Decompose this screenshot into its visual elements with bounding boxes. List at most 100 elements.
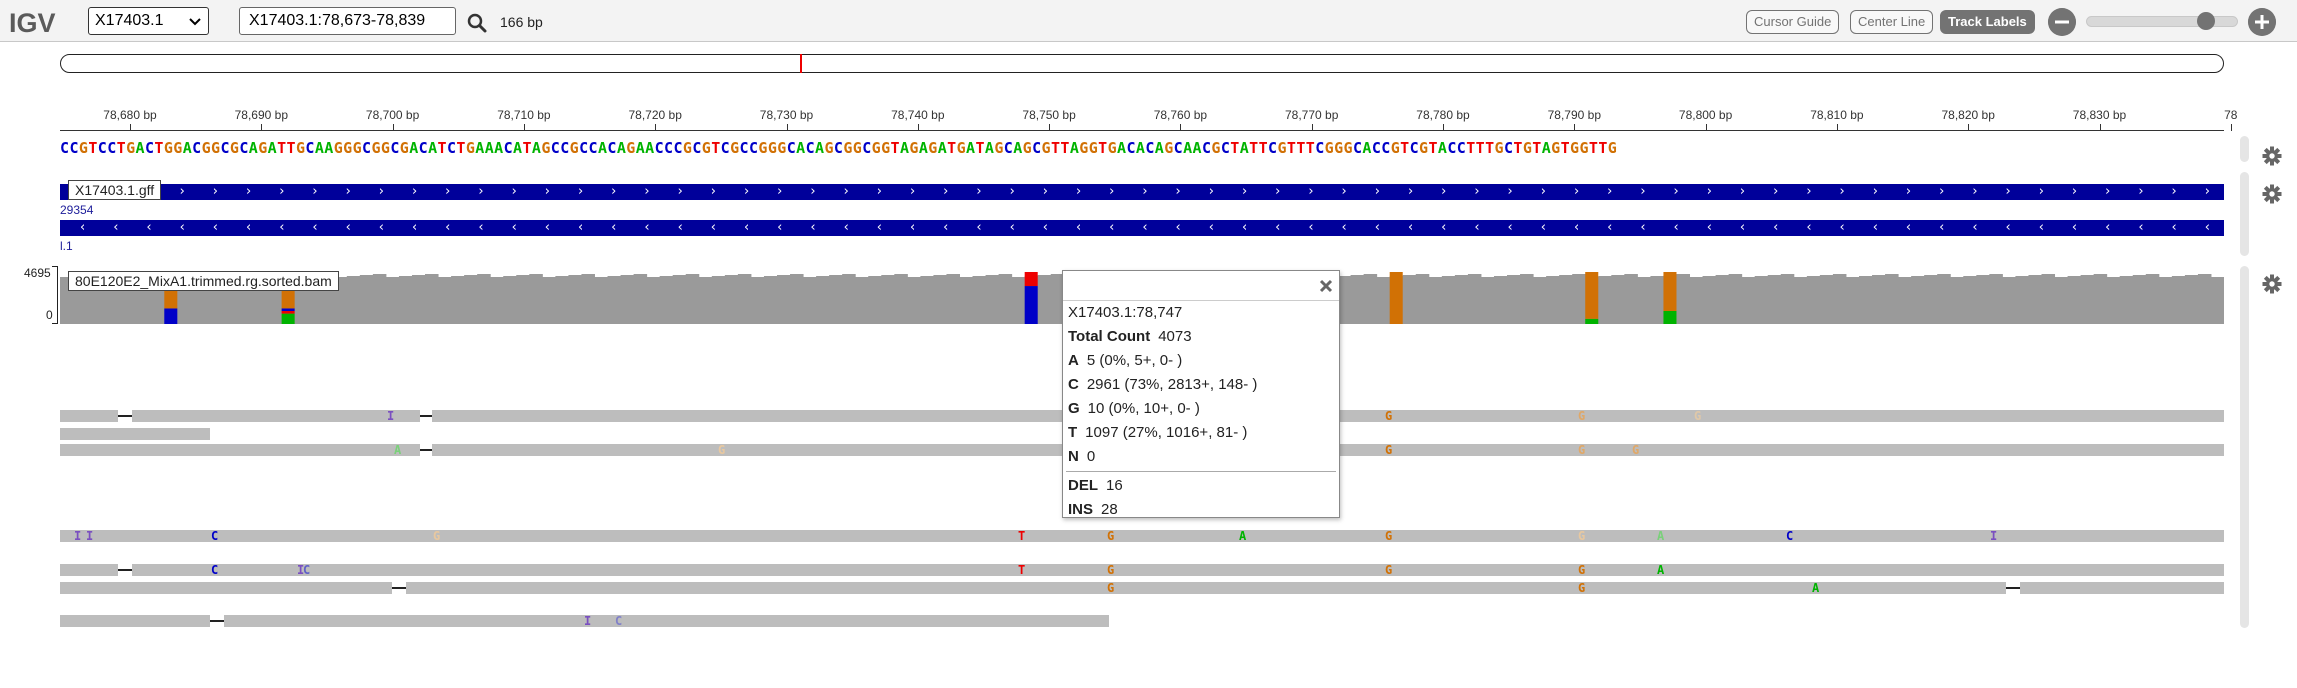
gear-icon[interactable] [2262, 146, 2282, 166]
coverage-bar[interactable] [920, 276, 934, 324]
coverage-mismatch-segment[interactable] [1389, 272, 1403, 324]
coverage-mismatch-segment[interactable] [1663, 311, 1677, 324]
sequence-track-handle[interactable] [2240, 136, 2249, 162]
read[interactable] [132, 410, 420, 422]
coverage-bar[interactable] [1689, 277, 1704, 324]
coverage-bar[interactable] [438, 277, 452, 324]
zoom-slider-thumb[interactable] [2197, 12, 2216, 30]
coverage-bar[interactable] [2002, 277, 2016, 324]
coverage-bar[interactable] [1715, 275, 1730, 324]
coverage-bar[interactable] [2080, 275, 2095, 324]
coverage-bar[interactable] [1637, 277, 1651, 324]
read[interactable] [60, 410, 118, 422]
gear-icon[interactable] [2262, 184, 2282, 204]
coverage-bar[interactable] [411, 275, 426, 324]
coverage-bar[interactable] [398, 276, 413, 324]
coverage-bar[interactable] [620, 275, 635, 324]
read[interactable] [60, 582, 392, 594]
gene-feature-reverse[interactable]: ‹‹‹‹‹‹‹‹‹‹‹‹‹‹‹‹‹‹‹‹‹‹‹‹‹‹‹‹‹‹‹‹‹‹‹‹‹‹‹‹… [60, 220, 2224, 236]
read[interactable] [60, 444, 420, 456]
coverage-bar[interactable] [2054, 277, 2069, 324]
coverage-bar[interactable] [1624, 274, 1638, 324]
coverage-bar[interactable] [2197, 274, 2212, 324]
coverage-bar[interactable] [2184, 275, 2199, 324]
coverage-bar[interactable] [385, 277, 400, 324]
coverage-bar[interactable] [1937, 274, 1951, 324]
bam-track-label[interactable]: 80E120E2_MixA1.trimmed.rg.sorted.bam [68, 271, 339, 291]
coverage-bar[interactable] [1741, 277, 1756, 324]
coverage-bar[interactable] [2119, 276, 2134, 324]
coverage-bar[interactable] [1337, 276, 1352, 324]
read[interactable] [60, 564, 118, 576]
coverage-bar[interactable] [816, 276, 830, 324]
coverage-bar[interactable] [1885, 274, 1899, 324]
gene-feature-forward[interactable]: ››››››››››››››››››››››››››››››››››››››››… [60, 184, 2224, 200]
coverage-bar[interactable] [1819, 275, 1834, 324]
coverage-bar[interactable] [1598, 276, 1612, 324]
coverage-bar[interactable] [1676, 274, 1691, 324]
coverage-bar[interactable] [1493, 276, 1508, 324]
read[interactable] [60, 615, 210, 627]
coverage-bar[interactable] [555, 276, 569, 324]
coverage-bar[interactable] [1480, 277, 1495, 324]
coverage-bar[interactable] [2093, 274, 2108, 324]
coverage-mismatch-segment[interactable] [1024, 272, 1038, 287]
coverage-bar[interactable] [790, 274, 804, 324]
genome-select[interactable]: X17403.1 [88, 7, 209, 35]
coverage-bar[interactable] [1963, 276, 1977, 324]
sequence-track[interactable]: CCGTCCTGACTGGACGGCGCAGATTGCAAGGGCGGCGACA… [60, 138, 2224, 158]
coverage-bar[interactable] [1350, 275, 1365, 324]
coverage-bar[interactable] [1806, 276, 1821, 324]
coverage-bar[interactable] [724, 275, 739, 324]
coverage-bar[interactable] [803, 277, 817, 324]
coverage-bar[interactable] [1767, 275, 1782, 324]
coverage-bar[interactable] [1650, 276, 1664, 324]
coverage-bar[interactable] [529, 274, 543, 324]
coverage-bar[interactable] [829, 275, 843, 324]
coverage-bar[interactable] [1754, 276, 1769, 324]
coverage-bar[interactable] [568, 275, 582, 324]
coverage-bar[interactable] [750, 277, 765, 324]
coverage-bar[interactable] [1898, 277, 1912, 324]
coverage-bar[interactable] [359, 275, 374, 324]
coverage-bar[interactable] [1415, 274, 1430, 324]
coverage-bar[interactable] [907, 277, 921, 324]
coverage-bar[interactable] [1363, 274, 1378, 324]
coverage-bar[interactable] [1533, 277, 1547, 324]
coverage-bar[interactable] [1037, 275, 1052, 324]
coverage-bar[interactable] [1728, 274, 1743, 324]
coverage-bar[interactable] [2015, 276, 2029, 324]
coverage-bar[interactable] [1402, 275, 1417, 324]
coverage-bar[interactable] [1520, 274, 1534, 324]
coverage-bar[interactable] [2041, 274, 2056, 324]
read[interactable] [224, 615, 1109, 627]
read[interactable] [406, 582, 2006, 594]
coverage-bar[interactable] [881, 275, 895, 324]
coverage-bar[interactable] [1572, 274, 1586, 324]
coverage-bar[interactable] [1611, 275, 1625, 324]
coverage-bar[interactable] [346, 276, 361, 324]
coverage-bar[interactable] [490, 277, 504, 324]
coverage-bar[interactable] [1441, 276, 1456, 324]
coverage-bar[interactable] [2210, 277, 2224, 324]
coverage-bar[interactable] [972, 276, 987, 324]
coverage-bar[interactable] [1050, 274, 1065, 324]
coverage-bar[interactable] [698, 277, 713, 324]
coverage-mismatch-segment[interactable] [1663, 272, 1677, 311]
coverage-bar[interactable] [594, 277, 609, 324]
coverage-bar[interactable] [1845, 277, 1860, 324]
coverage-bar[interactable] [933, 275, 947, 324]
coverage-bar[interactable] [868, 276, 882, 324]
coverage-bar[interactable] [1467, 274, 1482, 324]
coverage-bar[interactable] [1858, 276, 1873, 324]
coverage-bar[interactable] [1376, 277, 1391, 324]
coverage-mismatch-segment[interactable] [1585, 318, 1599, 324]
coverage-bar[interactable] [776, 275, 791, 324]
read[interactable] [60, 428, 210, 440]
coverage-mismatch-segment[interactable] [1585, 272, 1599, 319]
coverage-bar[interactable] [464, 275, 478, 324]
track-labels-button[interactable]: Track Labels [1940, 10, 2035, 34]
coverage-bar[interactable] [855, 277, 869, 324]
coverage-bar[interactable] [672, 275, 687, 324]
coverage-mismatch-segment[interactable] [281, 308, 295, 311]
